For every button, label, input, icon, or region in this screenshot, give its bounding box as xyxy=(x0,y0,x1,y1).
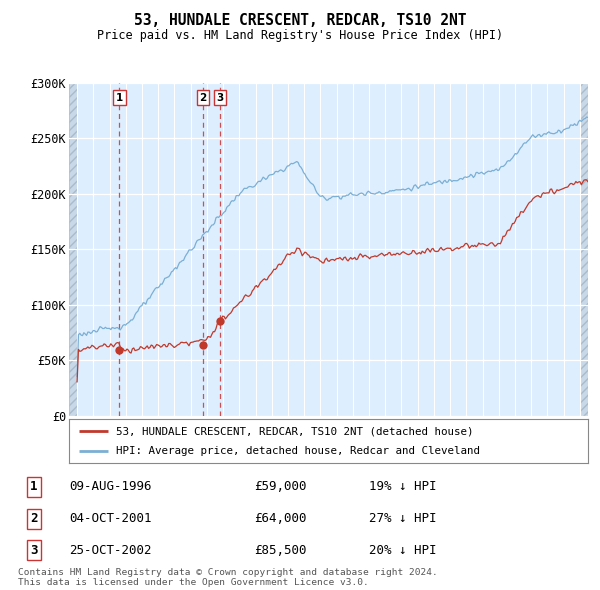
Text: HPI: Average price, detached house, Redcar and Cleveland: HPI: Average price, detached house, Redc… xyxy=(116,446,480,455)
Text: 53, HUNDALE CRESCENT, REDCAR, TS10 2NT: 53, HUNDALE CRESCENT, REDCAR, TS10 2NT xyxy=(134,13,466,28)
Bar xyxy=(69,83,77,416)
Text: Contains HM Land Registry data © Crown copyright and database right 2024.
This d: Contains HM Land Registry data © Crown c… xyxy=(18,568,438,587)
Text: £59,000: £59,000 xyxy=(254,480,307,493)
Text: 1: 1 xyxy=(30,480,38,493)
Text: 04-OCT-2001: 04-OCT-2001 xyxy=(70,512,152,525)
Text: 09-AUG-1996: 09-AUG-1996 xyxy=(70,480,152,493)
Text: £85,500: £85,500 xyxy=(254,543,307,556)
Text: 3: 3 xyxy=(216,93,223,103)
Text: 19% ↓ HPI: 19% ↓ HPI xyxy=(369,480,437,493)
Text: 20% ↓ HPI: 20% ↓ HPI xyxy=(369,543,437,556)
Text: £64,000: £64,000 xyxy=(254,512,307,525)
Text: Price paid vs. HM Land Registry's House Price Index (HPI): Price paid vs. HM Land Registry's House … xyxy=(97,30,503,42)
Text: 2: 2 xyxy=(199,93,206,103)
Text: 2: 2 xyxy=(30,512,38,525)
Bar xyxy=(580,83,588,416)
Text: 27% ↓ HPI: 27% ↓ HPI xyxy=(369,512,437,525)
Text: 25-OCT-2002: 25-OCT-2002 xyxy=(70,543,152,556)
Text: 53, HUNDALE CRESCENT, REDCAR, TS10 2NT (detached house): 53, HUNDALE CRESCENT, REDCAR, TS10 2NT (… xyxy=(116,427,473,436)
Text: 1: 1 xyxy=(116,93,123,103)
Text: 3: 3 xyxy=(30,543,38,556)
